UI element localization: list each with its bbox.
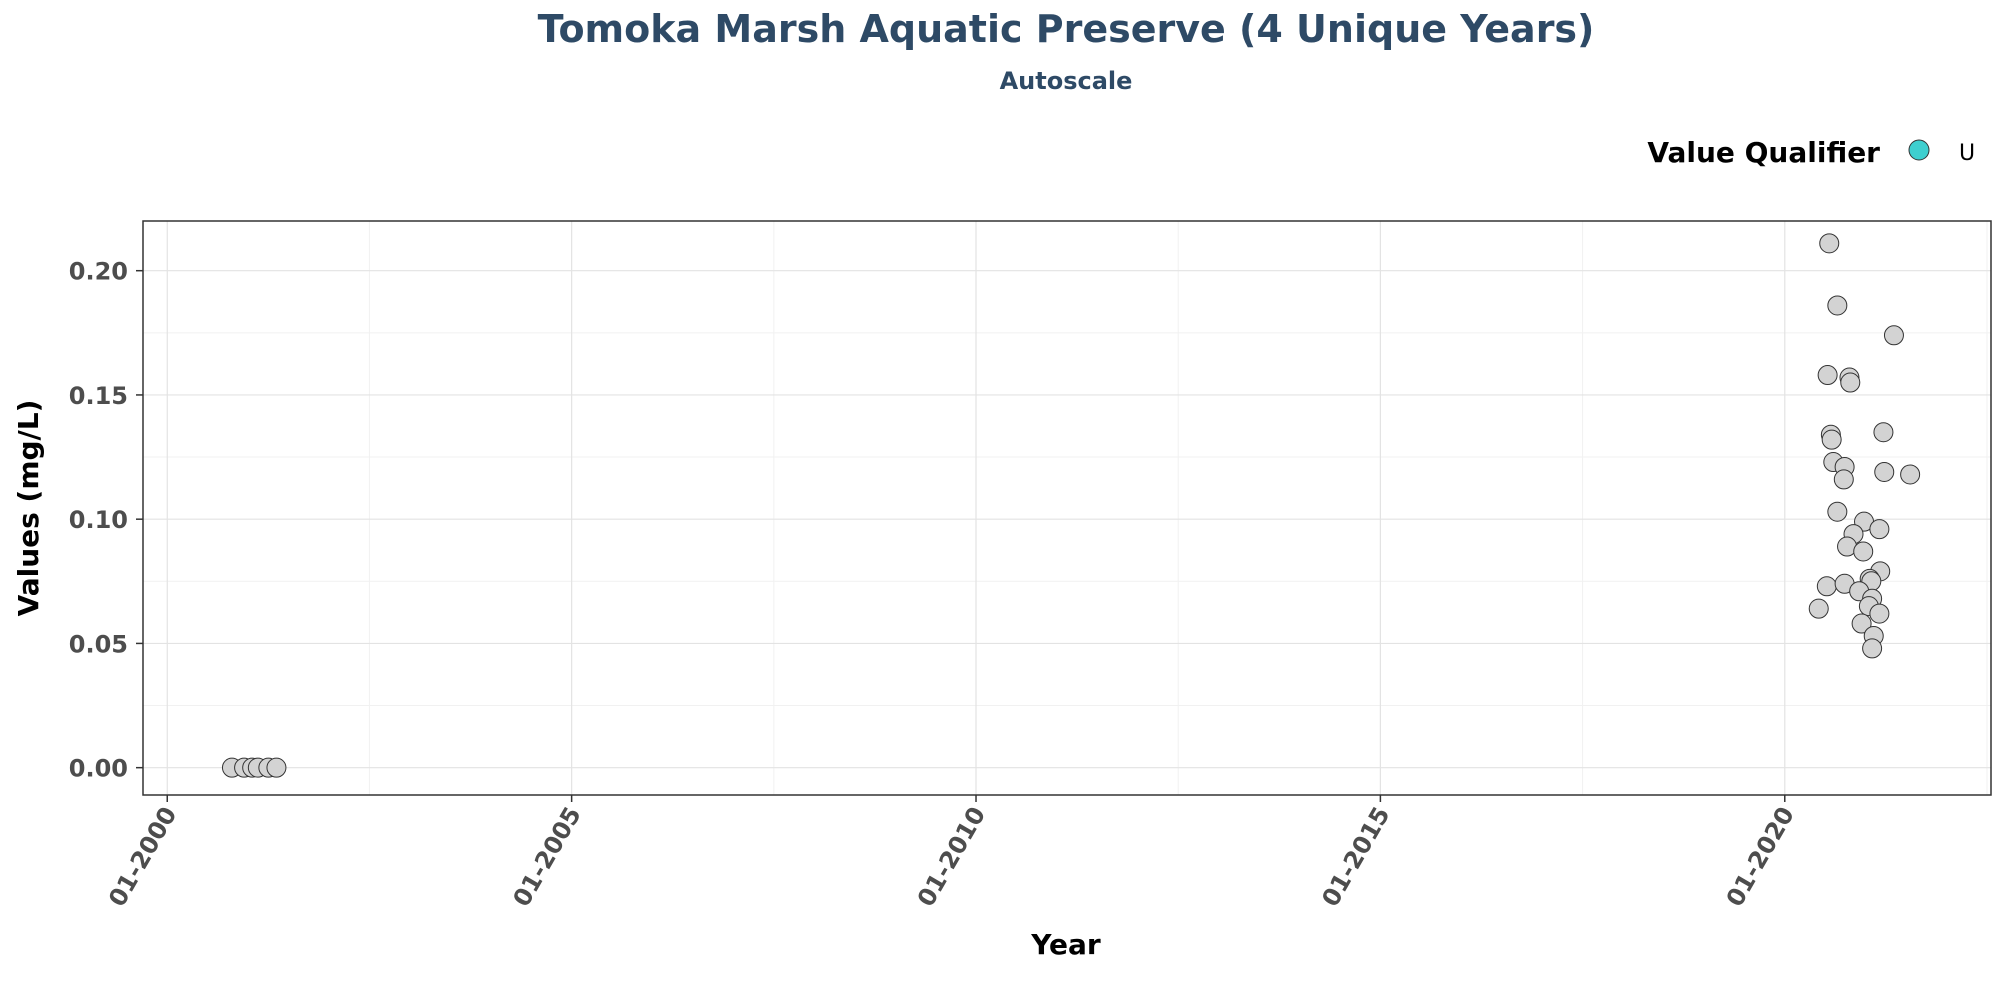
legend-title: Value Qualifier bbox=[1647, 136, 1880, 169]
x-tick-label: 01-2000 bbox=[103, 802, 182, 911]
y-axis: 0.00 0.05 0.10 0.15 0.20 bbox=[69, 258, 143, 783]
data-point bbox=[1883, 325, 1904, 346]
y-tick-label: 0.15 bbox=[69, 382, 128, 410]
data-point bbox=[1869, 603, 1890, 624]
data-point bbox=[1862, 638, 1883, 659]
y-tick-label: 0.20 bbox=[69, 258, 128, 286]
x-tick-label: 01-2020 bbox=[1721, 802, 1800, 911]
chart-subtitle: Autoscale bbox=[1000, 67, 1133, 95]
data-point bbox=[1851, 613, 1872, 634]
data-point bbox=[1817, 365, 1838, 386]
data-point bbox=[266, 757, 287, 778]
y-tick-label: 0.00 bbox=[69, 755, 128, 783]
x-tick-label: 01-2015 bbox=[1316, 802, 1395, 911]
plot-border bbox=[142, 220, 1992, 796]
y-tick-label: 0.05 bbox=[69, 630, 128, 658]
x-tick-label: 01-2010 bbox=[912, 802, 991, 911]
data-point bbox=[1874, 461, 1895, 482]
legend-label-u: U bbox=[1959, 141, 1975, 166]
y-tick-label: 0.10 bbox=[69, 506, 128, 534]
data-point bbox=[1821, 429, 1842, 450]
data-point bbox=[1900, 464, 1921, 485]
legend-swatch-u bbox=[1908, 139, 1930, 161]
data-point bbox=[1827, 295, 1848, 316]
data-point bbox=[1816, 576, 1837, 597]
data-point bbox=[1827, 501, 1848, 522]
plot-area bbox=[143, 221, 1991, 795]
x-tick-label: 01-2005 bbox=[508, 802, 587, 911]
data-point bbox=[1819, 233, 1840, 254]
data-point bbox=[1853, 541, 1874, 562]
data-point bbox=[1869, 519, 1890, 540]
legend: Value Qualifier U bbox=[1647, 136, 1975, 169]
data-points bbox=[221, 233, 1921, 778]
data-point bbox=[1833, 469, 1854, 490]
x-axis-title: Year bbox=[1030, 928, 1101, 961]
gridlines bbox=[143, 221, 1991, 795]
y-axis-title: Values (mg/L) bbox=[12, 400, 45, 617]
data-point bbox=[1840, 372, 1861, 393]
x-axis: 01-2000 01-2005 01-2010 01-2015 01-2020 bbox=[103, 795, 1800, 911]
chart-title: Tomoka Marsh Aquatic Preserve (4 Unique … bbox=[538, 7, 1595, 51]
data-point bbox=[1808, 598, 1829, 619]
data-point bbox=[1873, 422, 1894, 443]
